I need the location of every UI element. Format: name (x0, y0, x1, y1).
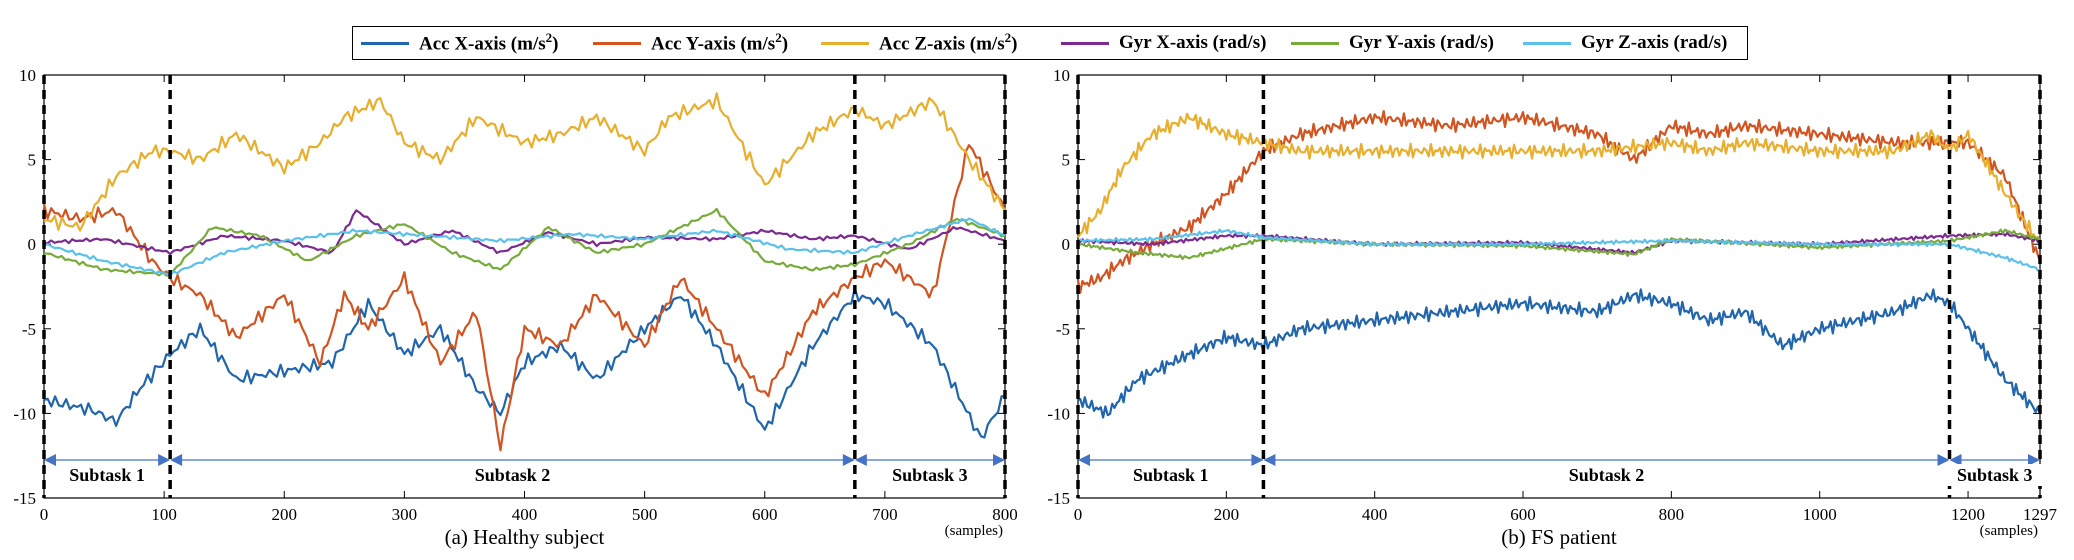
y-tick-label: 10 (1053, 66, 1070, 85)
x-tick-label: 600 (1510, 505, 1536, 524)
x-axis-label: (samples) (1980, 523, 2038, 539)
y-tick-label: 5 (1062, 151, 1071, 170)
x-tick-label: 1297 (2023, 505, 2058, 524)
legend-item-2: Acc Z-axis (m/s2) (821, 27, 1017, 59)
series-line-acc-y-axis (1076, 110, 2042, 294)
panel-title: (a) Healthy subject (445, 525, 605, 549)
y-tick-label: 10 (19, 66, 36, 85)
legend-swatch (821, 41, 869, 45)
legend-swatch (593, 41, 641, 45)
series-line-gyr-x-axis (43, 209, 1006, 256)
series-line-acc-x-axis (1077, 288, 2042, 419)
y-tick-label: -5 (1056, 320, 1070, 339)
x-tick-label: 800 (992, 505, 1018, 524)
legend-item-0: Acc X-axis (m/s2) (361, 27, 558, 59)
arrow-head-left (1078, 454, 1090, 466)
x-tick-label: 600 (752, 505, 778, 524)
y-tick-label: -5 (22, 320, 36, 339)
subtask-label: Subtask 3 (1957, 465, 2033, 485)
series-line-acc-z-axis (43, 92, 1006, 232)
subtask-label: Subtask 3 (892, 465, 968, 485)
legend-label: Acc X-axis (m/s2) (419, 30, 559, 55)
y-tick-label: 5 (28, 151, 37, 170)
subtask-label-bg (1122, 464, 1219, 486)
panel-title: (b) FS patient (1501, 525, 1617, 549)
subtask-label: Subtask 2 (1569, 465, 1645, 485)
series-line-acc-x-axis (43, 287, 1006, 439)
x-tick-label: 700 (872, 505, 898, 524)
x-tick-label: 400 (512, 505, 538, 524)
legend-label: Acc Y-axis (m/s2) (651, 30, 789, 55)
arrow-head-left (1263, 454, 1276, 466)
x-tick-label: 1200 (1951, 505, 1985, 524)
arrow-head-left (854, 454, 867, 466)
legend-label: Gyr Y-axis (rad/s) (1349, 32, 1494, 53)
legend-swatch (1523, 41, 1571, 45)
x-tick-label: 200 (1214, 505, 1240, 524)
legend-swatch (1291, 41, 1339, 45)
arrow-head-right (1937, 454, 1950, 466)
subtask-label-bg (1947, 464, 2043, 486)
series-line-gyr-x-axis (1077, 231, 2041, 255)
subtask-label-bg (464, 464, 561, 486)
legend-swatch (1061, 41, 1109, 45)
y-tick-label: -10 (1047, 404, 1070, 423)
x-tick-label: 200 (272, 505, 298, 524)
arrow-head-right (842, 454, 855, 466)
x-tick-label: 1000 (1803, 505, 1837, 524)
arrow-head-right (2028, 454, 2040, 466)
legend-item-5: Gyr Z-axis (rad/s) (1523, 27, 1727, 59)
arrow-head-right (158, 454, 171, 466)
series-line-acc-z-axis (1077, 112, 2042, 245)
arrow-head-left (44, 454, 56, 466)
subtask-label: Subtask 2 (475, 465, 551, 485)
legend-item-1: Acc Y-axis (m/s2) (593, 27, 788, 59)
subtask-label-bg (59, 464, 155, 486)
arrow-head-right (1251, 454, 1264, 466)
legend-item-3: Gyr X-axis (rad/s) (1061, 27, 1266, 59)
y-tick-label: -15 (1047, 489, 1070, 508)
legend-item-4: Gyr Y-axis (rad/s) (1291, 27, 1494, 59)
series-line-gyr-z-axis (1077, 228, 2041, 272)
series-line-acc-y-axis (42, 144, 1007, 452)
series-line-gyr-z-axis (43, 217, 1006, 277)
legend-label: Gyr Z-axis (rad/s) (1581, 32, 1728, 53)
x-tick-label: 300 (392, 505, 418, 524)
legend: Acc X-axis (m/s2) Acc Y-axis (m/s2) Acc Z-… (352, 26, 1748, 60)
legend-label: Acc Z-axis (m/s2) (879, 30, 1018, 55)
x-axis-label: (samples) (945, 523, 1003, 539)
x-tick-label: 0 (40, 505, 49, 524)
subtask-label-bg (1558, 464, 1655, 486)
subtask-label: Subtask 1 (69, 465, 145, 485)
y-tick-label: -15 (13, 489, 36, 508)
subtask-label-bg (882, 464, 978, 486)
x-tick-label: 100 (151, 505, 177, 524)
x-tick-label: 400 (1362, 505, 1388, 524)
plot-frame (1077, 74, 2041, 499)
y-tick-label: 0 (28, 235, 37, 254)
y-tick-label: -10 (13, 404, 36, 423)
legend-swatch (361, 41, 409, 45)
series-line-gyr-y-axis (43, 207, 1006, 277)
x-tick-label: 800 (1659, 505, 1685, 524)
arrow-head-left (1949, 454, 1962, 466)
y-tick-label: 0 (1062, 235, 1071, 254)
subtask-label: Subtask 1 (1133, 465, 1209, 485)
x-tick-label: 0 (1074, 505, 1083, 524)
legend-label: Gyr X-axis (rad/s) (1119, 32, 1267, 53)
arrow-head-left (170, 454, 183, 466)
x-tick-label: 500 (632, 505, 658, 524)
arrow-head-right (993, 454, 1005, 466)
